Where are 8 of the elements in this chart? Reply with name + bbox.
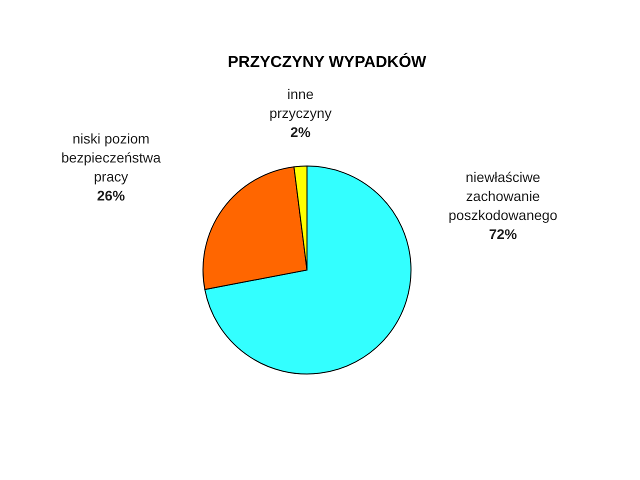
- slice-label: niski poziom bezpieczeństwa pracy: [61, 130, 162, 185]
- chart-title: PRZYCZYNY WYPADKÓW: [228, 52, 428, 71]
- data-label: 26%: [96, 188, 126, 204]
- data-label: 2%: [290, 124, 312, 140]
- pie-slice: [204, 166, 412, 374]
- slice-label: niewłaściwe zachowanie poszkodowanego: [448, 168, 558, 223]
- slice-label: inne przyczyny: [269, 86, 332, 121]
- data-label: 72%: [488, 226, 518, 242]
